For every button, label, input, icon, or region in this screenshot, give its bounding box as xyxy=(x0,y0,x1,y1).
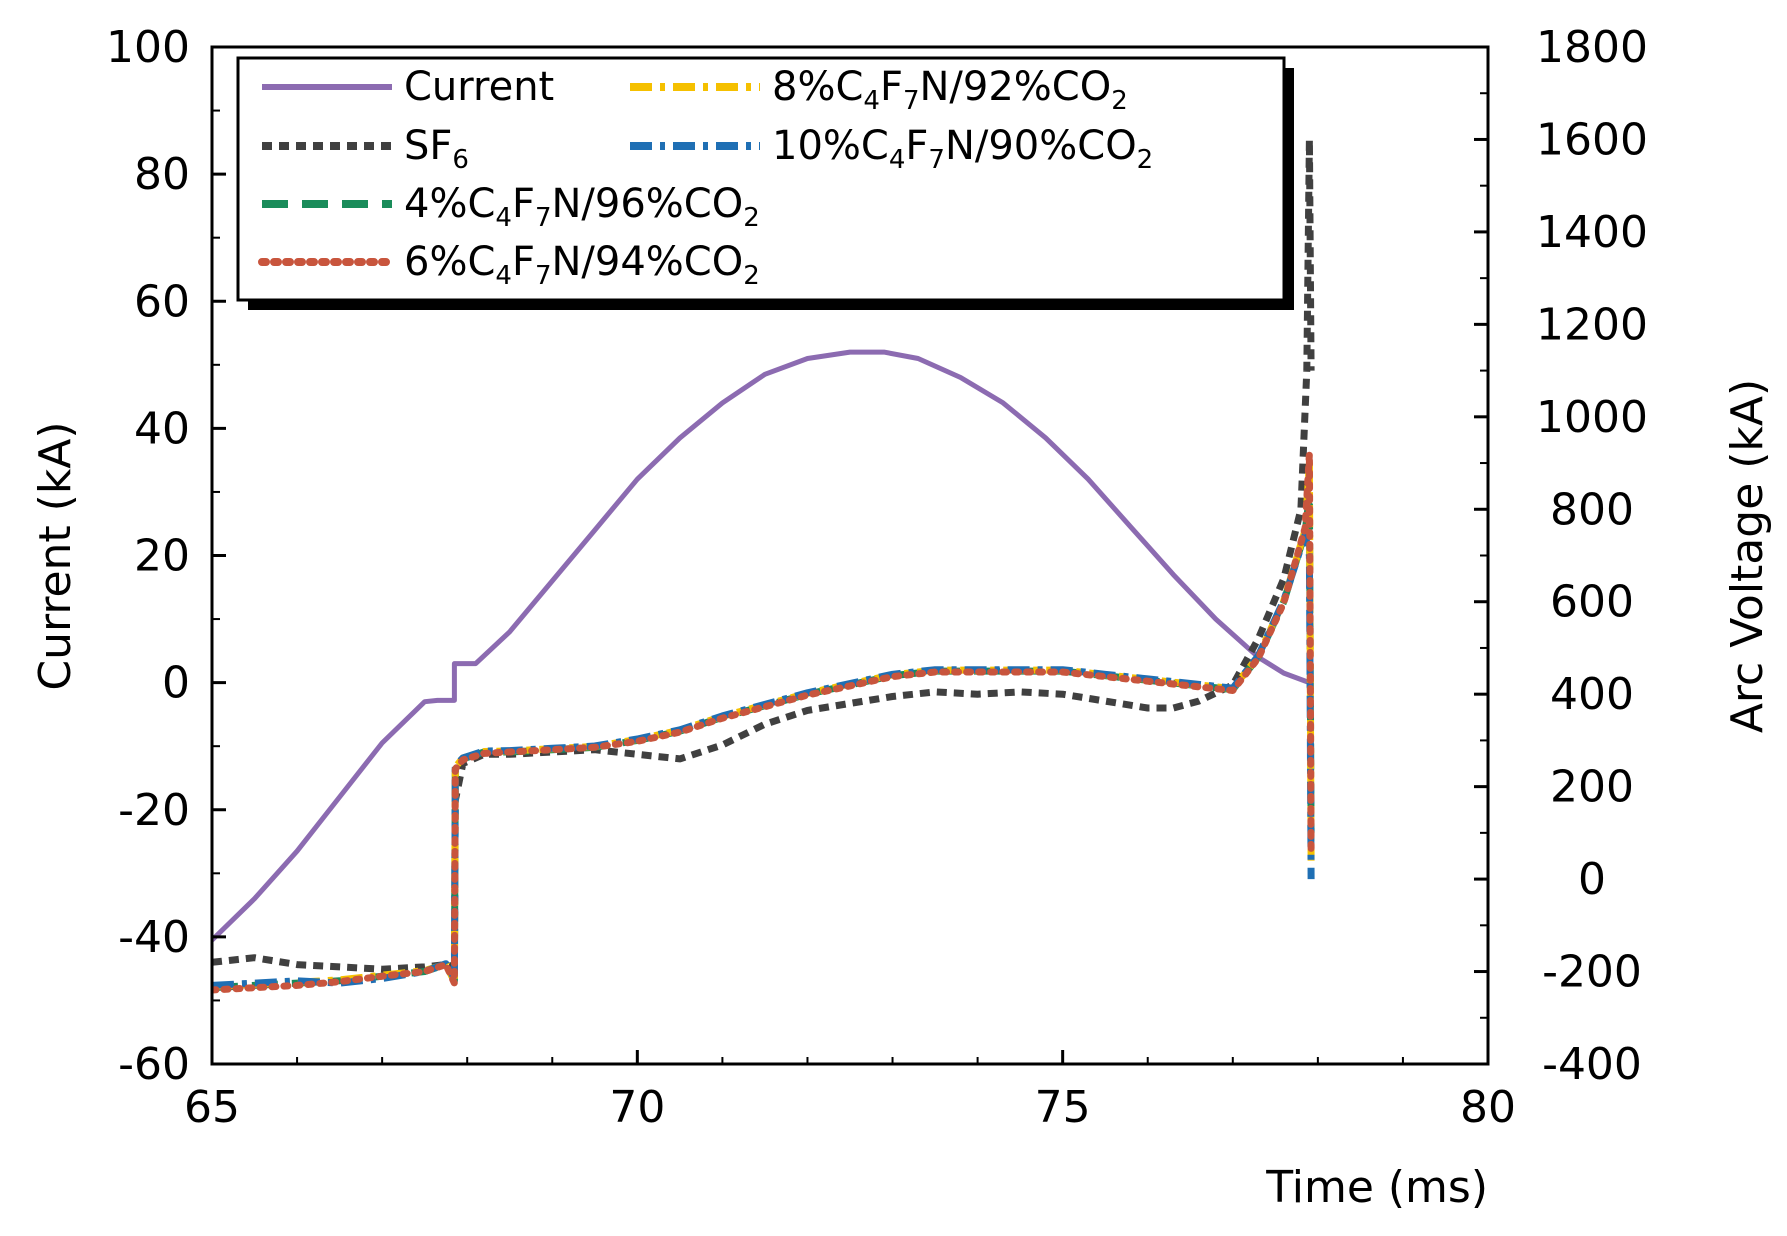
y-tick-label-8: 100 xyxy=(106,22,190,73)
y-tick-label-3: 0 xyxy=(162,658,190,709)
y2-tick-label-6: 800 xyxy=(1550,484,1634,535)
legend: Current SF6 4%C4F7N/96%CO2 6%C4F7N/94%CO2 8%… xyxy=(236,56,1294,310)
y-tick-label-6: 60 xyxy=(134,276,190,327)
y-tick-label-0: -60 xyxy=(118,1039,190,1090)
x-tick-label-0: 65 xyxy=(184,1082,240,1133)
x-axis-title: Time (ms) xyxy=(1265,1162,1488,1213)
series-layer xyxy=(212,136,1315,994)
x-tick-label-1: 70 xyxy=(609,1082,665,1133)
y-tick-label-5: 40 xyxy=(134,403,190,454)
legend-items: Current SF6 4%C4F7N/96%CO2 6%C4F7N/94%CO2 8%… xyxy=(258,64,1153,291)
y2-tick-label-10: 1600 xyxy=(1536,114,1648,165)
ticks-layer: 65 70 75 80-60-40-20020406080100-400-200020… xyxy=(106,22,1648,1133)
legend-label-1: SF6 xyxy=(404,123,469,175)
series-line-3 xyxy=(212,450,1315,994)
legend-box xyxy=(236,56,1286,302)
y-tick-label-2: -20 xyxy=(118,785,190,836)
series-line-0 xyxy=(212,349,1311,942)
y2-tick-label-8: 1200 xyxy=(1536,299,1648,350)
legend-label-3: 6%C4F7N/94%CO2 xyxy=(404,239,760,291)
y2-tick-label-1: -200 xyxy=(1542,947,1642,998)
series-line-1 xyxy=(212,136,1315,973)
y2-tick-label-3: 200 xyxy=(1550,762,1634,813)
y2-tick-label-7: 1000 xyxy=(1536,392,1648,443)
y-tick-label-4: 20 xyxy=(134,531,190,582)
y2-tick-label-11: 1800 xyxy=(1536,22,1648,73)
y2-axis-title: Arc Voltage (kA) xyxy=(1722,379,1773,733)
legend-label-2: 4%C4F7N/96%CO2 xyxy=(404,181,760,233)
x-tick-label-2: 75 xyxy=(1035,1082,1091,1133)
legend-label-0: Current xyxy=(404,64,554,110)
y2-tick-label-2: 0 xyxy=(1578,854,1606,905)
legend-label-4: 8%C4F7N/92%CO2 xyxy=(772,64,1128,116)
legend-label-5: 10%C4F7N/90%CO2 xyxy=(772,123,1153,175)
y-tick-label-7: 80 xyxy=(134,149,190,200)
x-tick-label-3: 80 xyxy=(1460,1082,1516,1133)
y2-tick-label-5: 600 xyxy=(1550,577,1634,628)
y2-tick-label-4: 400 xyxy=(1550,669,1634,720)
y-tick-label-1: -40 xyxy=(118,912,190,963)
y2-tick-label-9: 1400 xyxy=(1536,207,1648,258)
y-axis-title: Current (kA) xyxy=(30,421,81,690)
y2-tick-label-0: -400 xyxy=(1542,1039,1642,1090)
